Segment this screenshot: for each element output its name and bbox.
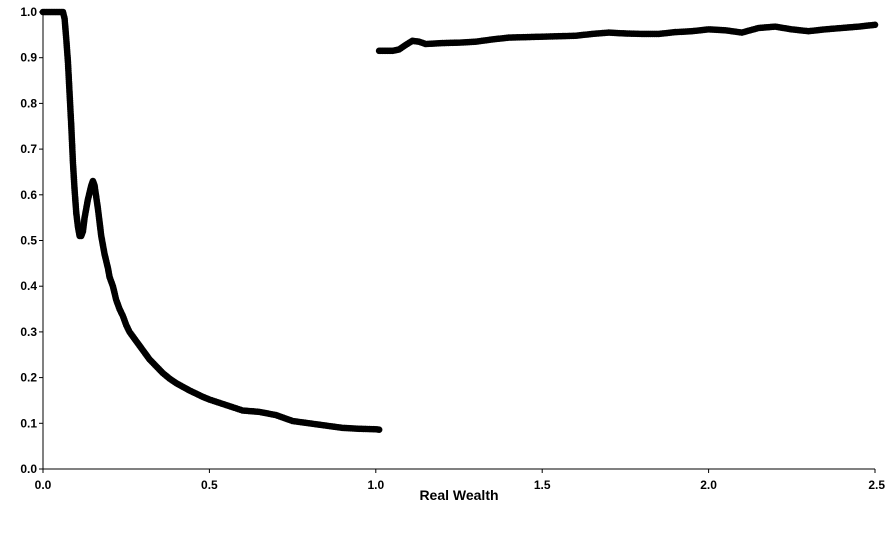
x-tick-label: 2.5 xyxy=(868,478,885,492)
data-point xyxy=(871,21,879,29)
y-tick-label: 0.4 xyxy=(20,279,37,293)
x-tick-label: 1.0 xyxy=(367,478,384,492)
x-axis-title: Real Wealth xyxy=(419,487,498,503)
y-tick-label: 0.8 xyxy=(20,96,37,110)
data-points xyxy=(39,8,879,434)
y-tick-label: 0.9 xyxy=(20,51,37,65)
y-tick-labels: 0.0 0.1 0.2 0.3 0.4 0.5 0.6 0.7 0.8 0.9 1.0 xyxy=(20,5,37,476)
y-tick-label: 0.1 xyxy=(20,416,37,430)
data-point xyxy=(375,426,383,434)
x-tick-label: 1.5 xyxy=(534,478,551,492)
y-tick-label: 0.0 xyxy=(20,462,37,476)
y-tick-label: 0.7 xyxy=(20,142,37,156)
y-tick-label: 0.2 xyxy=(20,371,37,385)
x-tick-label: 2.0 xyxy=(700,478,717,492)
x-tick-labels: 0.0 0.5 1.0 1.5 2.0 2.5 xyxy=(35,478,886,492)
y-tick-label: 0.3 xyxy=(20,325,37,339)
x-tick-label: 0.0 xyxy=(35,478,52,492)
y-tick-label: 0.5 xyxy=(20,234,37,248)
x-tick-label: 0.5 xyxy=(201,478,218,492)
y-tick-label: 1.0 xyxy=(20,5,37,19)
y-tick-label: 0.6 xyxy=(20,188,37,202)
tick-marks xyxy=(39,11,876,473)
